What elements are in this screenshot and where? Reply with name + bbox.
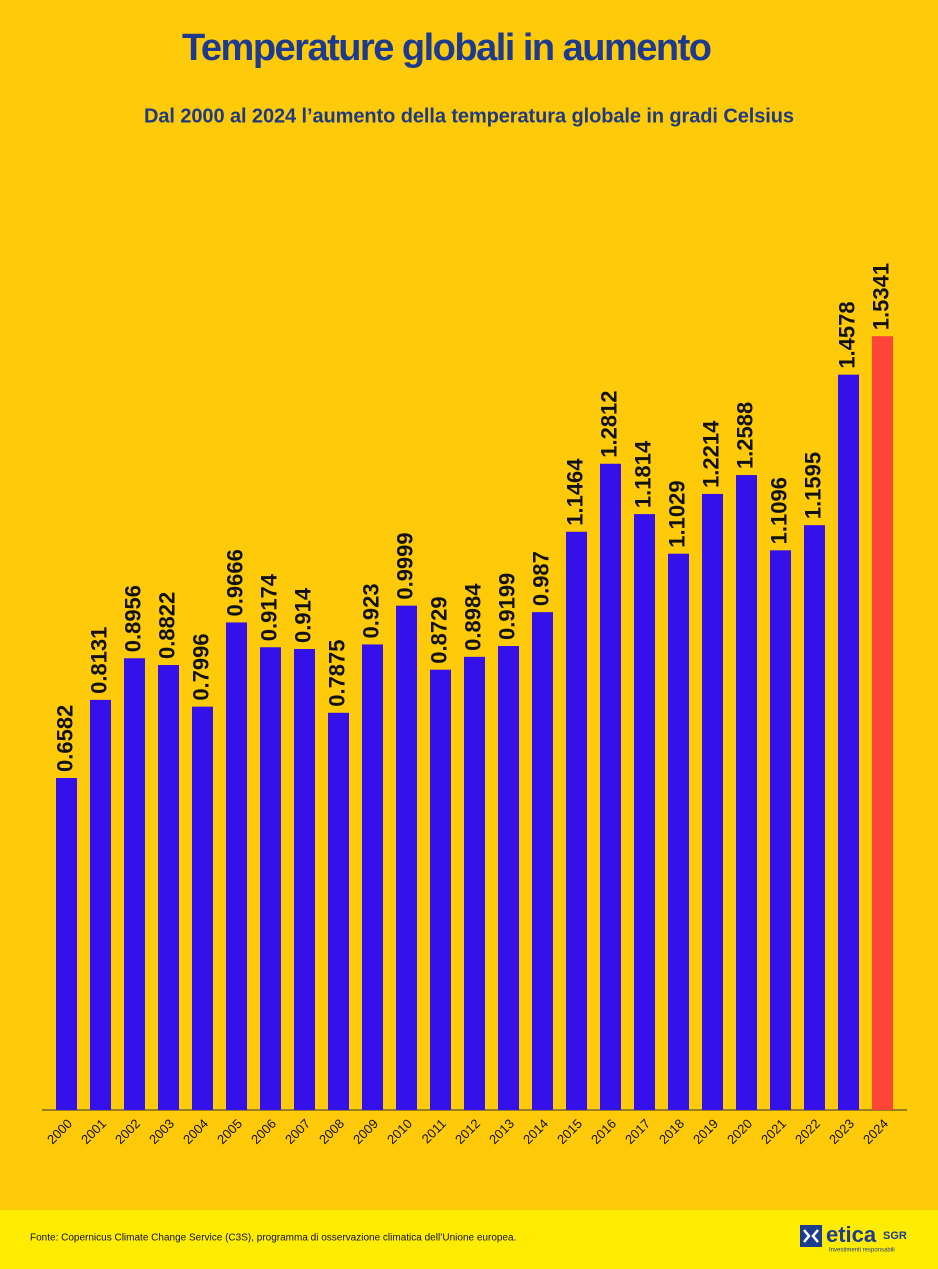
value-label: 0.8822 — [154, 592, 179, 659]
value-label: 0.9199 — [494, 573, 519, 640]
value-label: 0.7875 — [324, 639, 349, 706]
bar — [838, 374, 859, 1110]
bar — [294, 648, 315, 1110]
value-label: 0.923 — [358, 583, 383, 638]
value-label: 1.4578 — [834, 301, 859, 368]
bar — [600, 463, 621, 1111]
value-label: 0.7996 — [188, 633, 213, 700]
bar — [770, 550, 791, 1110]
bar — [804, 525, 825, 1110]
bar — [430, 669, 451, 1110]
value-label: 1.5341 — [868, 263, 893, 330]
value-label: 0.8984 — [460, 583, 485, 651]
value-label: 0.9666 — [222, 549, 247, 616]
value-label: 1.2812 — [596, 390, 621, 457]
value-label: 1.1029 — [664, 480, 689, 547]
bar — [736, 475, 757, 1110]
bar — [396, 605, 417, 1110]
value-label: 1.1595 — [800, 452, 825, 519]
bar — [668, 553, 689, 1110]
bar — [90, 699, 111, 1110]
value-label: 1.1096 — [766, 477, 791, 544]
logo-suffix: SGR — [883, 1230, 907, 1242]
bar — [634, 514, 655, 1110]
value-label: 0.6582 — [52, 705, 77, 772]
bar — [532, 612, 553, 1110]
value-label: 0.8729 — [426, 596, 451, 663]
bar — [260, 647, 281, 1110]
bar — [328, 712, 349, 1110]
bar — [566, 531, 587, 1110]
logo-tagline: Investimenti responsabili — [829, 1248, 895, 1254]
footer-band — [0, 1210, 938, 1269]
value-label: 1.2588 — [732, 402, 757, 469]
bar — [872, 336, 893, 1110]
value-label: 0.9174 — [256, 573, 281, 641]
value-label: 1.2214 — [698, 420, 723, 488]
bar — [124, 658, 145, 1110]
value-label: 0.914 — [290, 587, 315, 643]
bar — [498, 646, 519, 1110]
value-label: 0.987 — [528, 551, 553, 606]
bar — [192, 706, 213, 1110]
logo: etica SGR Investimenti responsabili — [800, 1222, 907, 1254]
chart-subtitle: Dal 2000 al 2024 l’aumento della tempera… — [144, 105, 794, 127]
value-label: 1.1814 — [630, 440, 655, 508]
logo-name: etica — [826, 1222, 877, 1247]
value-label: 0.9999 — [392, 532, 417, 599]
bar — [226, 622, 247, 1110]
bar — [464, 656, 485, 1110]
bar — [56, 778, 77, 1110]
bar — [702, 493, 723, 1110]
value-label: 0.8956 — [120, 585, 145, 652]
logo-icon-mark — [803, 1229, 819, 1243]
bar — [362, 644, 383, 1110]
chart-title: Temperature globali in aumento — [182, 27, 712, 69]
logo-icon — [800, 1225, 822, 1247]
value-label: 1.1464 — [562, 458, 587, 526]
source-note: Fonte: Copernicus Climate Change Service… — [30, 1233, 516, 1244]
value-label: 0.8131 — [86, 627, 111, 694]
bar — [158, 665, 179, 1110]
